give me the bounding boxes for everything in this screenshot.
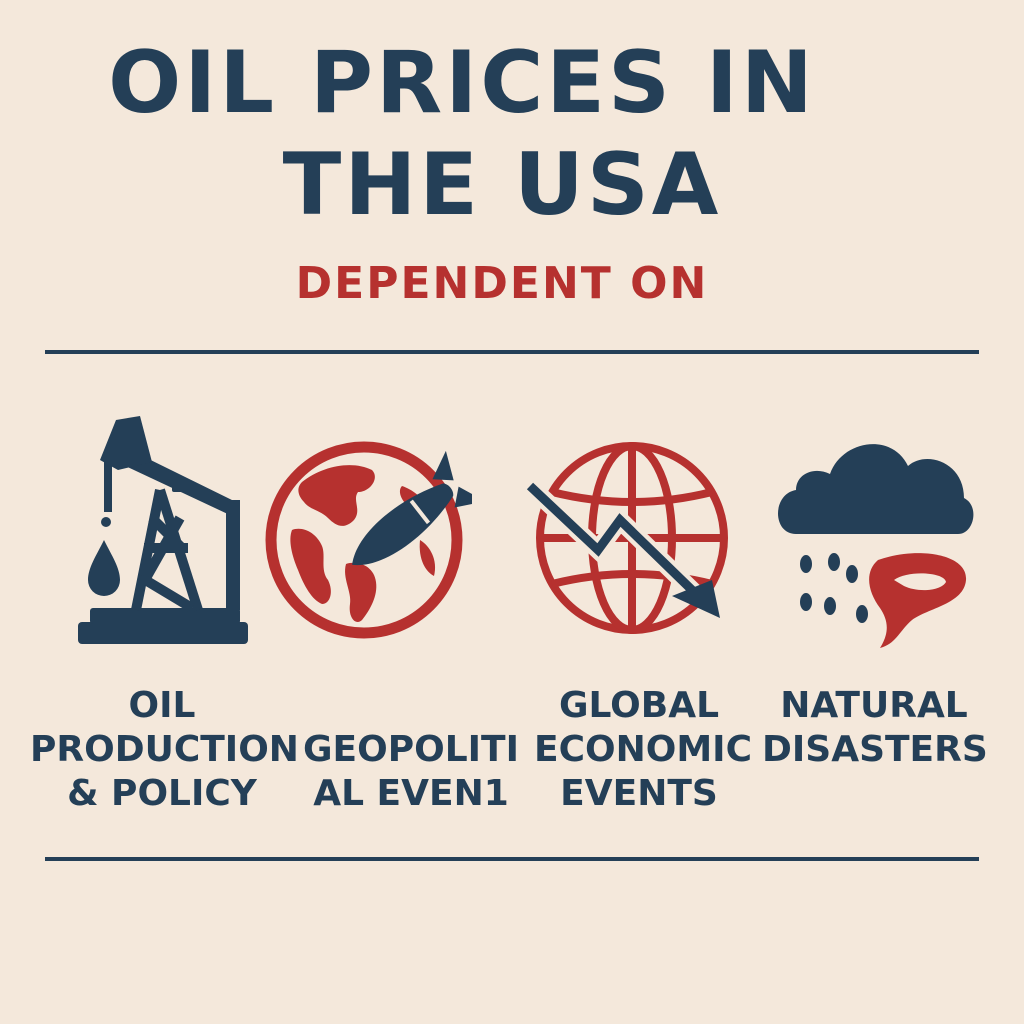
- factor-label-oil-production: OIL PRODUCTION & POLICY: [30, 685, 299, 814]
- globe-downtrend-icon: [522, 400, 732, 660]
- factor-label-natural-disasters: NATURAL DISASTERS: [762, 685, 988, 770]
- title-line-2: THE USA: [282, 135, 722, 235]
- title-line-1: OIL PRICES IN: [108, 33, 816, 133]
- bottom-divider: [45, 857, 979, 861]
- top-divider: [45, 350, 979, 354]
- factor-label-geopolitical: GEOPOLITI AL EVEN1: [302, 729, 520, 814]
- subtitle: DEPENDENT ON: [295, 258, 709, 309]
- factor-label-global-economic: GLOBAL ECONOMIC EVENTS: [534, 685, 752, 814]
- oil-pump-icon: [60, 400, 270, 660]
- globe-missile-icon: [262, 400, 472, 660]
- storm-cloud-icon: [768, 400, 978, 660]
